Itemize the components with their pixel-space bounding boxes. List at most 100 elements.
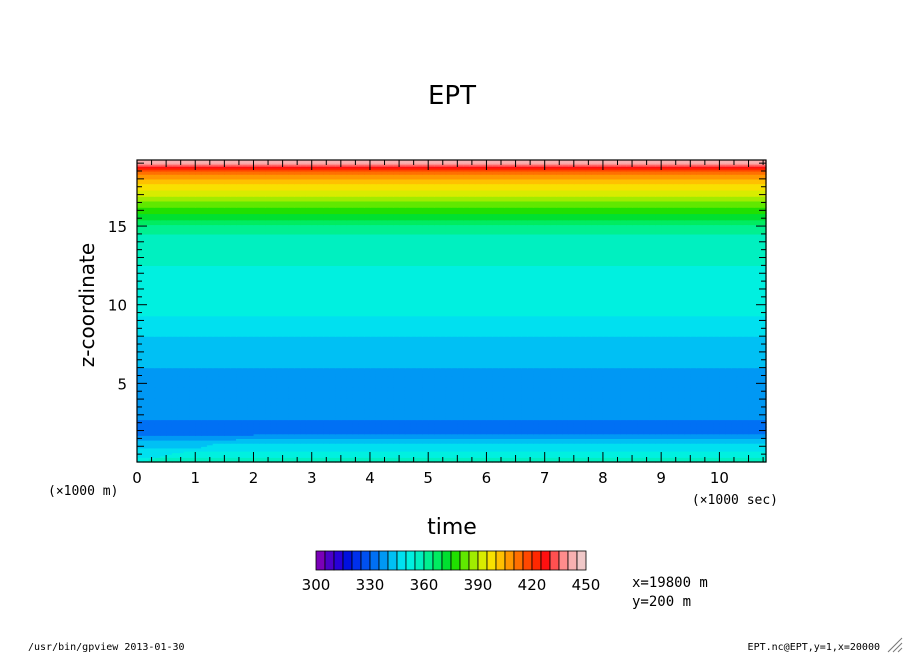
heatmap-cell — [643, 454, 651, 457]
heatmap-cell — [748, 452, 755, 455]
heatmap-cell — [736, 411, 744, 414]
heatmap-cell — [166, 422, 173, 425]
heatmap-cell — [486, 439, 493, 443]
heatmap-cell — [352, 425, 359, 428]
heatmap-cell — [573, 419, 581, 422]
heatmap-cell — [154, 449, 161, 452]
heatmap-cell — [719, 435, 726, 438]
heatmap-cell — [637, 430, 645, 433]
heatmap-cell — [148, 427, 156, 430]
heatmap-cell — [661, 454, 668, 457]
heatmap-cell — [521, 410, 528, 413]
heatmap-cell — [620, 422, 627, 425]
heatmap-cell — [597, 449, 604, 452]
heatmap-cell — [632, 450, 639, 454]
heatmap-cell — [247, 408, 255, 411]
heatmap-cell — [265, 443, 272, 446]
heatmap-cell — [474, 408, 482, 411]
heatmap-cell — [591, 410, 598, 413]
heatmap-cell — [614, 408, 621, 411]
heatmap-cell — [719, 422, 726, 425]
heatmap-cell — [335, 449, 342, 452]
heatmap-cell — [300, 406, 307, 410]
heatmap-cell — [206, 454, 214, 457]
heatmap-cell — [148, 447, 156, 451]
heatmap-cell — [201, 436, 208, 439]
heatmap-cell — [463, 443, 470, 446]
heatmap-cell — [591, 430, 598, 433]
heatmap-cell — [480, 428, 488, 432]
heatmap-cell — [661, 432, 668, 435]
heatmap-cell — [463, 438, 470, 441]
heatmap-cell — [422, 417, 429, 421]
heatmap-cell — [463, 410, 470, 413]
heatmap-cell — [148, 450, 156, 454]
heatmap-cell — [300, 449, 307, 452]
heatmap-cell — [346, 413, 354, 416]
heatmap-cell — [690, 421, 697, 424]
heatmap-cell — [550, 430, 557, 433]
heatmap-cell — [521, 425, 528, 428]
heatmap-cell — [725, 410, 732, 413]
heatmap-cell — [241, 430, 249, 433]
heatmap-cell — [294, 424, 301, 427]
heatmap-cell — [276, 450, 284, 454]
heatmap-cell — [224, 416, 231, 419]
heatmap-cell — [515, 458, 522, 462]
heatmap-cell — [567, 413, 575, 416]
heatmap-cell — [661, 457, 668, 460]
heatmap-cell — [556, 428, 563, 432]
heatmap-cell — [218, 419, 225, 422]
heatmap-cell — [445, 446, 453, 449]
heatmap-cell — [725, 408, 732, 411]
heatmap-cell — [206, 406, 214, 410]
heatmap-cell — [468, 439, 476, 443]
heatmap-cell — [661, 405, 668, 408]
heatmap-cell — [486, 410, 493, 413]
heatmap-cell — [381, 405, 389, 408]
heatmap-cell — [195, 419, 202, 422]
heatmap-cell — [346, 458, 354, 462]
heatmap-cell — [719, 443, 726, 446]
heatmap-cell — [515, 438, 522, 441]
heatmap-cell — [393, 435, 400, 438]
heatmap-cell — [684, 413, 691, 416]
heatmap-cell — [509, 433, 517, 436]
heatmap-cell — [509, 405, 517, 408]
heatmap-cell — [375, 413, 383, 416]
heatmap-cell — [666, 414, 674, 417]
heatmap-cell — [643, 414, 651, 417]
heatmap-cell — [620, 433, 627, 436]
heatmap-cell — [399, 416, 406, 419]
heatmap-cell — [335, 439, 342, 443]
heatmap-cell — [305, 457, 313, 460]
heatmap-cell — [241, 457, 249, 460]
heatmap-cell — [608, 438, 616, 441]
heatmap-cell — [230, 427, 237, 430]
heatmap-cell — [515, 439, 522, 443]
heatmap-cell — [509, 427, 517, 430]
heatmap-cell — [498, 446, 505, 449]
heatmap-cell — [305, 428, 313, 432]
heatmap-cell — [643, 449, 651, 452]
heatmap-cell — [678, 411, 686, 414]
heatmap-cell — [643, 408, 651, 411]
heatmap-cell — [649, 443, 656, 446]
heatmap-cell — [754, 419, 761, 422]
heatmap-cell — [387, 430, 394, 433]
heatmap-cell — [620, 410, 627, 413]
heatmap-cell — [661, 428, 668, 432]
heatmap-cell — [294, 455, 301, 458]
heatmap-cell — [492, 441, 499, 444]
heatmap-cell — [189, 424, 196, 427]
heatmap-cell — [422, 414, 429, 417]
heatmap-cell — [270, 425, 278, 428]
heatmap-cell — [509, 438, 517, 441]
heatmap-cell — [154, 438, 161, 441]
heatmap-cell — [579, 446, 587, 449]
heatmap-cell — [189, 416, 196, 419]
heatmap-cell — [323, 406, 330, 410]
heatmap-cell — [399, 413, 406, 416]
heatmap-cell — [195, 428, 202, 432]
heatmap-cell — [137, 411, 144, 414]
